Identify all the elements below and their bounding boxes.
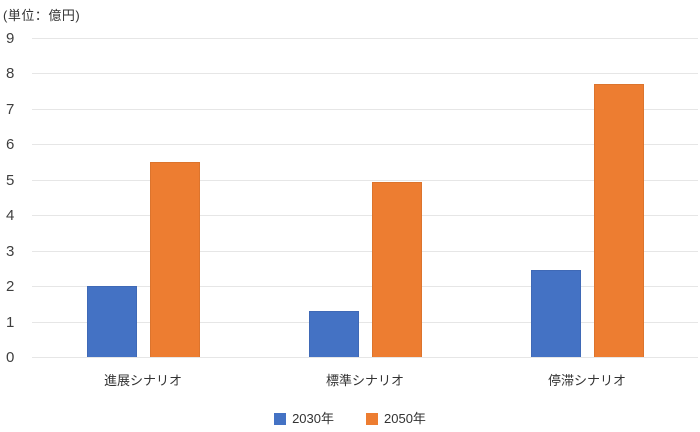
legend: 2030年 2050年 <box>0 412 700 425</box>
gridline <box>32 108 698 110</box>
x-tick-label: 進展シナリオ <box>103 373 182 388</box>
gridline <box>32 250 698 252</box>
bar-2030年-標準シナリオ <box>308 310 359 357</box>
unit-label: (単位：億円) <box>3 8 81 23</box>
gridline <box>32 357 698 358</box>
x-tick-label: 標準シナリオ <box>325 373 404 388</box>
y-tick-label: 1 <box>6 313 15 331</box>
y-tick-label: 8 <box>6 65 15 83</box>
gridline <box>32 321 698 323</box>
y-tick-label: 3 <box>6 242 15 260</box>
y-tick-label: 5 <box>6 171 15 189</box>
legend-item: 2050年 <box>366 412 426 425</box>
gridline <box>32 38 698 39</box>
gridline <box>32 73 698 75</box>
bar-2030年-停滞シナリオ <box>530 270 581 357</box>
x-tick-label: 停滞シナリオ <box>547 373 626 388</box>
legend-label: 2050年 <box>384 411 426 426</box>
gridline <box>32 286 698 288</box>
y-tick-label: 6 <box>6 136 15 154</box>
y-tick-label: 9 <box>6 30 15 47</box>
legend-swatch-icon <box>274 412 287 425</box>
bar-2050年-進展シナリオ <box>149 162 200 357</box>
legend-label: 2030年 <box>292 411 334 426</box>
bar-2030年-進展シナリオ <box>86 286 137 357</box>
y-tick-label: 2 <box>6 278 15 296</box>
y-tick-label: 7 <box>6 100 15 118</box>
bar-2050年-標準シナリオ <box>371 181 422 357</box>
gridline <box>32 215 698 217</box>
gridline <box>32 144 698 146</box>
bar-2050年-停滞シナリオ <box>593 84 644 357</box>
y-tick-label: 4 <box>6 207 15 225</box>
gridline <box>32 179 698 181</box>
legend-swatch-icon <box>366 412 378 425</box>
y-tick-label: 0 <box>6 349 15 366</box>
legend-item: 2030年 <box>274 412 334 425</box>
plot-area <box>32 38 698 358</box>
